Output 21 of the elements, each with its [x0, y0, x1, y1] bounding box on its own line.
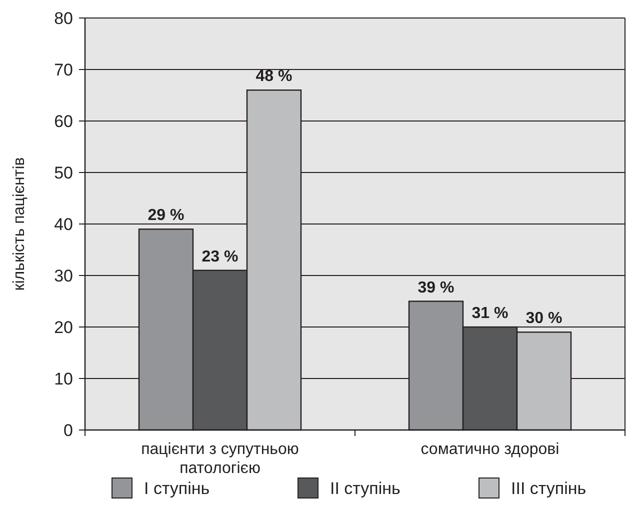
annotation: 31 % — [472, 305, 508, 322]
legend-label: III ступінь — [511, 478, 586, 498]
legend-label: I ступінь — [144, 478, 210, 498]
y-tick-label: 70 — [54, 60, 73, 80]
y-tick-label: 60 — [54, 112, 73, 131]
annotation: 29 % — [148, 207, 184, 224]
y-tick-label: 20 — [54, 318, 73, 337]
y-tick-label: 0 — [64, 420, 73, 440]
annotation: 30 % — [526, 310, 562, 328]
y-tick-label: 50 — [54, 163, 73, 182]
y-tick-label: 10 — [54, 369, 73, 388]
annotation: 39 % — [418, 279, 454, 296]
x-tick-label: пацієнти з супутньою патологією — [141, 441, 299, 477]
annotation: 23 % — [202, 248, 238, 266]
y-tick-label: 80 — [54, 8, 73, 28]
y-axis-title: кількість пацієнтів — [11, 157, 28, 291]
x-tick-label: соматично здорові — [420, 441, 560, 458]
annotation: 48 % — [256, 68, 292, 86]
legend-label: II ступінь — [330, 478, 401, 498]
y-tick-label: 30 — [54, 266, 73, 286]
y-tick-label: 40 — [54, 214, 73, 234]
